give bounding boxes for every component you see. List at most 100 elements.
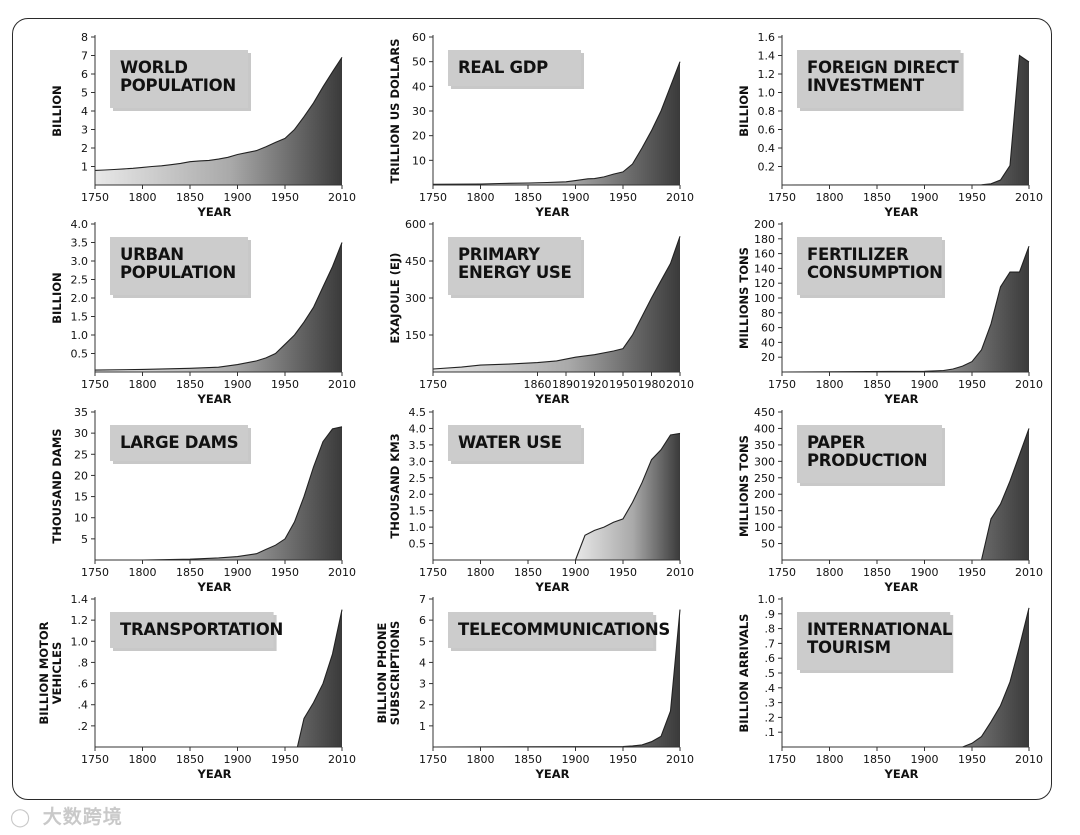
y-tick-label: .8 — [765, 623, 776, 636]
x-tick-label: 1800 — [129, 566, 157, 579]
x-axis-label: YEAR — [535, 580, 570, 594]
x-tick-label: 1900 — [911, 566, 939, 579]
y-tick-label: 4.5 — [409, 406, 427, 419]
x-tick-label: 1850 — [514, 191, 542, 204]
y-tick-label: 300 — [754, 455, 775, 468]
x-tick-label: 1950 — [609, 378, 637, 391]
x-tick-label: 1850 — [176, 753, 204, 766]
data-line — [432, 609, 681, 748]
data-line — [432, 61, 681, 185]
x-axis-label: YEAR — [884, 205, 919, 219]
x-tick-label: 2010 — [1015, 566, 1043, 579]
y-tick-label: 7 — [81, 50, 88, 63]
y-tick-label: 10 — [74, 512, 88, 525]
y-tick-label: 150 — [405, 329, 426, 342]
x-tick-label: 2010 — [1015, 191, 1043, 204]
x-tick-label: 1850 — [863, 566, 891, 579]
y-tick-label: 1.5 — [409, 505, 427, 518]
x-tick-label: 1950 — [958, 191, 986, 204]
x-tick-label: 1950 — [958, 753, 986, 766]
title-box — [797, 612, 951, 670]
chart-panel: 1 2 3 4 5 6 7 1750 1800 1850 1900 1950 2010 YEAR BILLI… — [375, 593, 694, 781]
y-axis-label: BILLION — [50, 272, 64, 323]
x-tick-label: 1800 — [129, 191, 157, 204]
x-tick-label: 1750 — [419, 753, 447, 766]
data-line — [782, 607, 1030, 748]
y-tick-label: 1.0 — [409, 521, 427, 534]
data-line — [781, 246, 1030, 373]
x-tick-label: 1950 — [271, 378, 299, 391]
chart-panel: .2 .4 .6 .8 1.0 1.2 1.4 1750 1800 1850 1900 1950 201… — [37, 593, 356, 781]
chart-title-line: POPULATION — [120, 76, 236, 95]
title-box — [448, 50, 581, 86]
x-axis-label: YEAR — [884, 392, 919, 406]
x-tick-label: 1920 — [581, 378, 609, 391]
chart-panel: 50 100 150 200 250 300 350 400 450 1750 1800 1850 19… — [737, 406, 1043, 594]
x-tick-label: 2010 — [1015, 753, 1043, 766]
y-tick-label: 0.6 — [758, 124, 776, 137]
x-tick-label: 1750 — [81, 753, 109, 766]
chart-title-line: REAL GDP — [458, 58, 548, 77]
x-axis-label: YEAR — [197, 767, 232, 781]
title-box — [797, 237, 942, 295]
y-tick-label: 20 — [761, 351, 775, 364]
y-tick-label: 2.5 — [409, 472, 427, 485]
y-tick-label: 1.0 — [758, 87, 776, 100]
x-tick-label: 2010 — [666, 753, 694, 766]
y-tick-label: 150 — [754, 505, 775, 518]
data-line — [94, 56, 343, 171]
y-tick-label: 7 — [419, 593, 426, 606]
x-tick-label: 1950 — [271, 566, 299, 579]
x-tick-label: 1850 — [176, 566, 204, 579]
y-tick-label: 30 — [412, 105, 426, 118]
y-tick-label: 250 — [754, 472, 775, 485]
chart-title-line: PRIMARY — [458, 245, 541, 264]
y-tick-label: 40 — [761, 336, 775, 349]
y-tick-label: 3.5 — [409, 439, 427, 452]
y-axis-label: TRILLION US DOLLARS — [388, 39, 402, 184]
title-box — [110, 237, 248, 295]
x-tick-label: 1950 — [609, 753, 637, 766]
chart-panel: 0.5 1.0 1.5 2.0 2.5 3.0 3.5 4.0 4.5 1750 1800 1850 1… — [388, 406, 694, 594]
x-tick-label: 1900 — [224, 191, 252, 204]
x-tick-label: 1900 — [224, 566, 252, 579]
x-tick-label: 1850 — [863, 753, 891, 766]
x-tick-label: 1800 — [816, 191, 844, 204]
x-tick-label: 1900 — [224, 753, 252, 766]
y-axis-label: BILLION MOTOR — [37, 621, 51, 724]
title-box — [797, 50, 961, 108]
data-line — [432, 236, 681, 370]
y-axis-label: EXAJOULE (EJ) — [388, 253, 402, 344]
x-tick-label: 2010 — [328, 378, 356, 391]
x-tick-label: 1890 — [552, 378, 580, 391]
x-tick-label: 2010 — [328, 753, 356, 766]
y-tick-label: 2.0 — [409, 488, 427, 501]
y-axis-label: THOUSAND KM3 — [388, 433, 402, 538]
x-tick-label: 1850 — [176, 378, 204, 391]
y-axis-label: MILLIONS TONS — [737, 247, 751, 349]
x-tick-label: 1900 — [911, 753, 939, 766]
title-box — [797, 425, 942, 483]
chart-title-line: PAPER — [807, 433, 866, 452]
y-tick-label: 1 — [81, 161, 88, 174]
x-tick-label: 1950 — [958, 566, 986, 579]
area-fill — [433, 61, 680, 186]
y-tick-label: 2.5 — [71, 274, 89, 287]
y-tick-label: 20 — [412, 130, 426, 143]
title-box — [448, 612, 654, 648]
x-tick-label: 1950 — [271, 753, 299, 766]
x-axis-label: YEAR — [535, 767, 570, 781]
chart-panel: 0.5 1.0 1.5 2.0 2.5 3.0 3.5 4.0 1750 1800 1850 1900… — [50, 218, 356, 406]
x-tick-label: 1750 — [81, 191, 109, 204]
y-tick-label: 1.0 — [758, 593, 776, 606]
x-tick-label: 1900 — [224, 378, 252, 391]
title-box — [448, 425, 581, 461]
y-tick-label: 450 — [754, 406, 775, 419]
y-tick-label: 1.0 — [71, 329, 89, 342]
area-fill — [95, 242, 342, 372]
x-tick-label: 1750 — [768, 378, 796, 391]
y-tick-label: 25 — [74, 448, 88, 461]
chart-title-line: URBAN — [120, 245, 184, 264]
y-axis-label: BILLION PHONE — [375, 623, 389, 724]
